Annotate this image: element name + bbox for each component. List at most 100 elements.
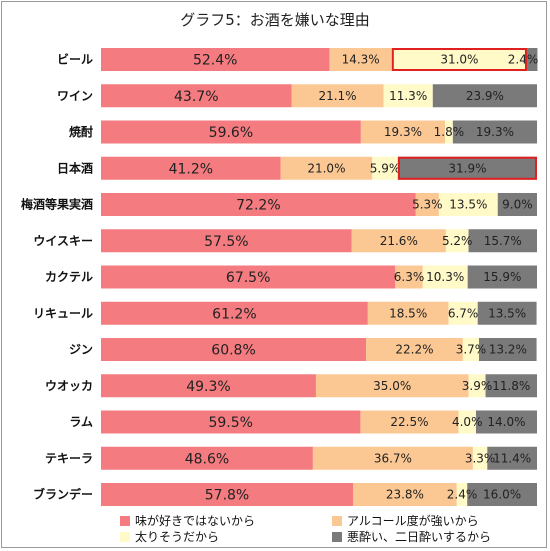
bar-segment xyxy=(456,483,468,506)
data-label: 41.2% xyxy=(169,161,213,177)
category-label: 焼酎 xyxy=(69,124,93,139)
data-label: 10.3% xyxy=(426,270,464,284)
data-label: 13.2% xyxy=(489,343,527,357)
category-label: 日本酒 xyxy=(57,160,93,175)
bar-segment xyxy=(497,193,537,216)
data-label: 3.3% xyxy=(465,451,496,465)
bar-segment xyxy=(353,483,457,506)
data-label: 3.7% xyxy=(456,343,487,357)
bar-segment xyxy=(101,374,316,398)
bar-segment xyxy=(101,48,330,71)
bar-segment xyxy=(479,338,537,361)
highlight-box xyxy=(391,48,527,71)
data-label: 43.7% xyxy=(174,89,218,105)
data-label: 48.6% xyxy=(185,451,229,467)
highlight-box xyxy=(397,156,537,180)
data-label: 13.5% xyxy=(488,306,526,320)
data-label: 5.3% xyxy=(412,198,443,212)
bar-segment xyxy=(458,410,476,434)
bar-segment xyxy=(397,156,537,180)
data-label: 57.5% xyxy=(204,234,248,250)
bar-segment xyxy=(448,301,478,325)
data-label: 13.5% xyxy=(449,198,487,212)
data-label: 21.1% xyxy=(318,89,356,103)
data-label: 14.3% xyxy=(342,53,380,67)
data-label: 6.3% xyxy=(394,270,425,284)
data-label: 31.9% xyxy=(448,161,486,175)
data-label: 59.6% xyxy=(209,125,253,141)
data-label: 9.0% xyxy=(502,198,533,212)
bar-segment xyxy=(468,229,537,253)
data-label: 72.2% xyxy=(236,198,280,214)
bar-segment xyxy=(312,446,473,470)
data-label: 18.5% xyxy=(389,306,427,320)
bar-segment xyxy=(101,338,367,361)
bar-segment xyxy=(452,120,537,144)
legend-label-hangover: 悪酔い、二日酔いするから xyxy=(347,530,492,544)
bar-segment xyxy=(101,156,281,180)
bar-segment xyxy=(468,374,486,398)
data-label: 11.3% xyxy=(389,89,427,103)
category-label: リキュール xyxy=(33,306,93,320)
legend: 味が好きではないから アルコール度が強いから 太りそうだから 悪酔い、二日酔いす… xyxy=(100,509,540,545)
data-label: 2.4% xyxy=(447,488,478,502)
data-label: 5.2% xyxy=(442,234,473,248)
data-label: 16.0% xyxy=(483,488,521,502)
data-label: 22.2% xyxy=(395,343,433,357)
legend-item-fat: 太りそうだから xyxy=(120,528,219,545)
bar-segment xyxy=(366,338,463,361)
bar-segment xyxy=(477,301,537,325)
data-label: 61.2% xyxy=(212,306,256,322)
bar-segment xyxy=(467,265,537,289)
bar-segment xyxy=(415,193,439,216)
legend-item-taste: 味が好きではないから xyxy=(120,512,255,529)
legend-swatch-strong xyxy=(332,515,342,526)
bar-segment xyxy=(291,84,384,108)
data-label: 22.5% xyxy=(390,415,428,429)
data-label: 19.3% xyxy=(384,125,422,139)
bar-segment xyxy=(475,410,537,434)
bar-segment xyxy=(351,229,446,253)
category-label: ワイン xyxy=(57,89,93,103)
data-label: 4.0% xyxy=(452,415,483,429)
data-label: 21.0% xyxy=(307,161,345,175)
bar-segment xyxy=(487,446,537,470)
bar-segment xyxy=(101,229,352,253)
bar-segment xyxy=(101,193,416,216)
bar-segment xyxy=(445,229,469,253)
bar-segment xyxy=(485,374,537,398)
bar-segment xyxy=(101,483,354,506)
bar-segment xyxy=(383,84,433,108)
legend-swatch-hangover xyxy=(332,531,342,542)
bar-segment xyxy=(101,84,292,108)
bar-segment xyxy=(101,301,368,325)
data-label: 2.4% xyxy=(508,53,539,67)
bar-segment xyxy=(360,410,459,434)
category-label: ラム xyxy=(69,415,93,429)
bar-segment xyxy=(101,446,313,470)
category-label: カクテル xyxy=(45,270,93,284)
bar-segment xyxy=(101,410,361,434)
bar-segment xyxy=(329,48,392,71)
data-label: 15.7% xyxy=(484,234,522,248)
legend-label-fat: 太りそうだから xyxy=(135,530,220,544)
legend-item-hangover: 悪酔い、二日酔いするから xyxy=(332,528,491,545)
category-label: ジン xyxy=(69,343,93,357)
data-label: 21.6% xyxy=(380,234,418,248)
bar-segment xyxy=(445,120,453,144)
bar-segment xyxy=(438,193,498,216)
data-label: 36.7% xyxy=(374,451,412,465)
data-label: 3.9% xyxy=(462,379,493,393)
legend-label-taste: 味が好きではないから xyxy=(135,514,256,528)
data-label: 15.9% xyxy=(483,270,521,284)
legend-swatch-taste xyxy=(120,515,130,526)
data-label: 23.8% xyxy=(386,488,424,502)
bar-segment xyxy=(367,301,449,325)
bar-segment xyxy=(101,120,361,144)
bar-segment xyxy=(391,48,527,71)
chart-title: グラフ5：お酒を嫌いな理由 xyxy=(180,11,370,29)
data-label: 11.8% xyxy=(492,379,530,393)
category-label: ウイスキー xyxy=(33,234,93,248)
data-label: 67.5% xyxy=(226,270,270,286)
bar-segment xyxy=(422,265,468,289)
